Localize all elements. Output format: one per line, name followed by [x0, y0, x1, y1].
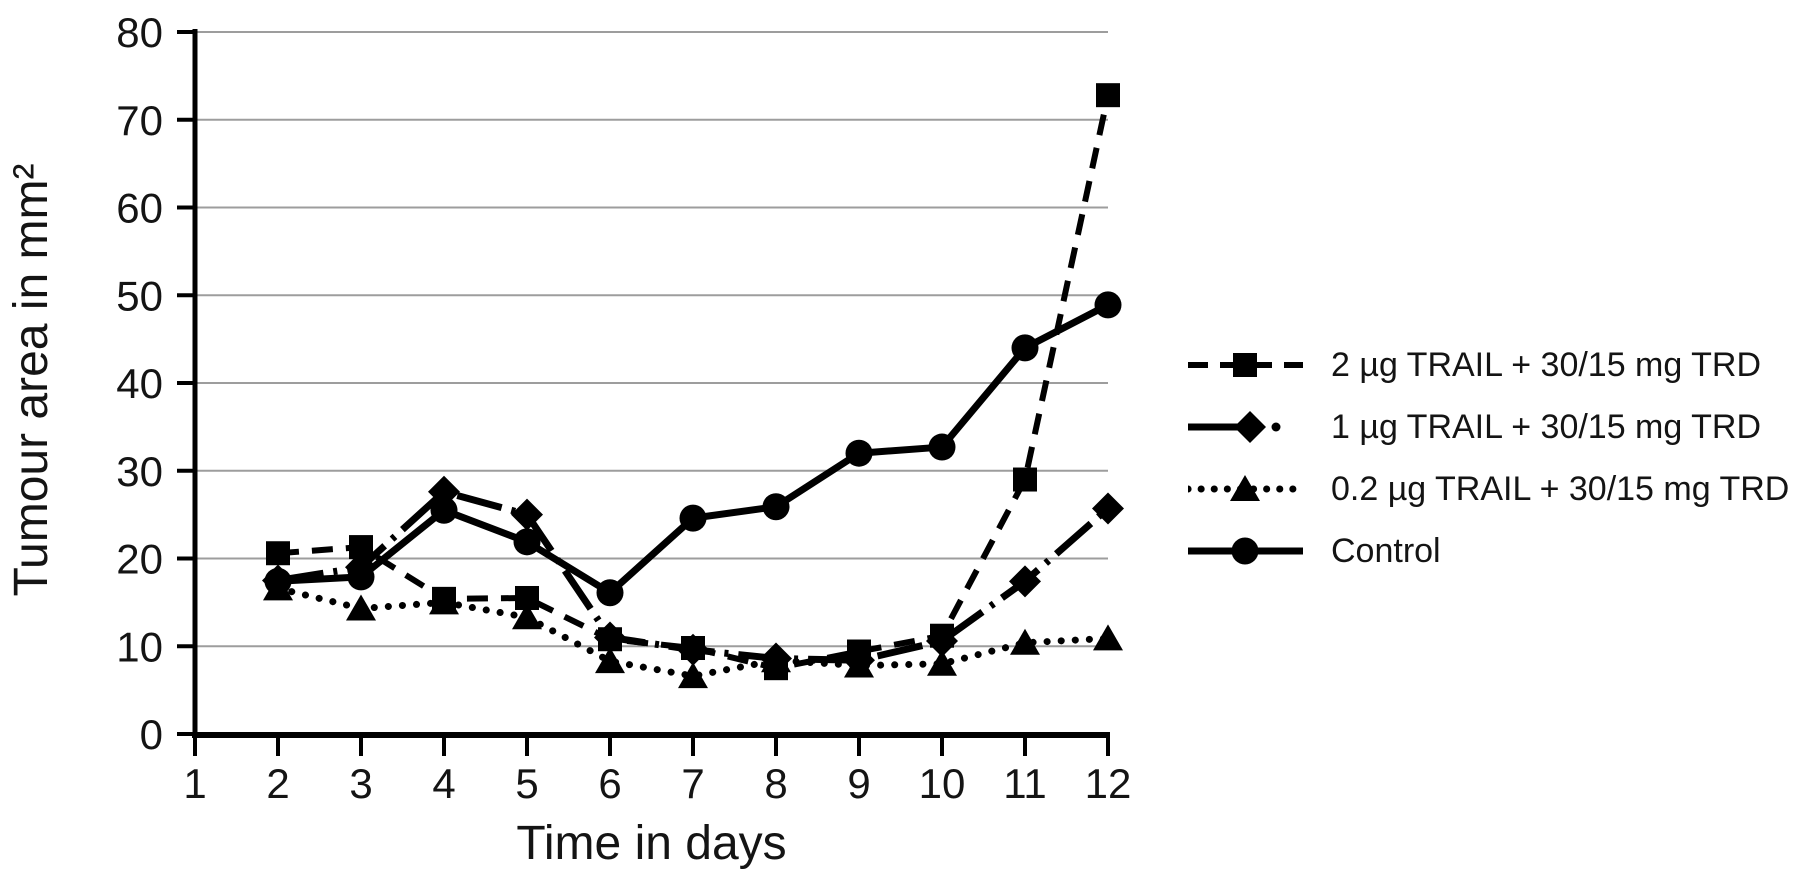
- x-tick-label-6: 6: [598, 760, 621, 807]
- series-line-02ug-trail-trd: [274, 584, 1112, 680]
- data-point-02ug-trail-trd-day-11: [1010, 628, 1040, 655]
- data-point-2ug-trail-trd-day-11: [1013, 467, 1037, 492]
- series-2ug-trail-trd: [266, 83, 1120, 681]
- legend-item-control: Control: [1188, 520, 1789, 582]
- legend-sample-diamond-dashdot: [1188, 411, 1281, 443]
- data-point-control-day-4: [430, 496, 458, 524]
- x-tick-label-9: 9: [847, 760, 870, 807]
- data-point-02ug-trail-trd-day-9: [844, 651, 874, 678]
- y-tick-label-60: 60: [116, 185, 163, 232]
- legend-marker-triangle: [1230, 475, 1260, 501]
- y-tick-label-20: 20: [116, 536, 163, 583]
- series-control: [264, 291, 1122, 607]
- series-line-2ug-trail-trd: [277, 94, 1111, 672]
- data-point-control-day-12: [1094, 291, 1122, 319]
- data-point-02ug-trail-trd-day-8: [761, 646, 791, 673]
- y-tick-label-80: 80: [116, 9, 163, 56]
- data-point-02ug-trail-trd-day-3: [346, 594, 376, 621]
- legend-label: 0.2 µg TRAIL + 30/15 mg TRD: [1331, 469, 1790, 508]
- y-tick-label-0: 0: [140, 711, 163, 758]
- data-point-1ug-trail-trd-day-7: [677, 633, 709, 666]
- x-tick-label-4: 4: [432, 760, 455, 807]
- data-point-control-day-11: [1011, 334, 1039, 362]
- data-point-02ug-trail-trd-day-12: [1093, 624, 1123, 651]
- legend-item-2ug-trail-trd: 2 µg TRAIL + 30/15 mg TRD: [1188, 334, 1789, 396]
- legend-sample-circle-solid: [1188, 537, 1303, 565]
- legend-sample-square-dashed: [1188, 353, 1303, 377]
- x-tick-label-8: 8: [764, 760, 787, 807]
- data-point-02ug-trail-trd-day-6: [595, 647, 625, 674]
- data-point-control-day-8: [762, 493, 790, 521]
- x-tick-label-10: 10: [919, 760, 966, 807]
- series-1ug-trail-trd: [262, 475, 1124, 677]
- legend-item-02ug-trail-trd: 0.2 µg TRAIL + 30/15 mg TRD: [1188, 458, 1789, 520]
- y-tick-label-30: 30: [116, 448, 163, 495]
- data-point-2ug-trail-trd-day-12: [1096, 83, 1120, 108]
- chart-legend: 2 µg TRAIL + 30/15 mg TRD 1 µg TRAIL + 30…: [1188, 334, 1789, 582]
- data-point-control-day-9: [845, 439, 873, 467]
- legend-marker-diamond: [1234, 411, 1266, 443]
- data-point-02ug-trail-trd-day-5: [512, 603, 542, 630]
- y-tick-label-40: 40: [116, 360, 163, 407]
- y-tick-label-70: 70: [116, 97, 163, 144]
- data-point-control-day-10: [928, 433, 956, 461]
- y-tick-label-10: 10: [116, 623, 163, 670]
- legend-marker-square: [1233, 353, 1257, 377]
- x-tick-label-12: 12: [1085, 760, 1132, 807]
- data-point-02ug-trail-trd-day-10: [927, 649, 957, 676]
- legend-sample-triangle-dotted: [1188, 475, 1303, 501]
- data-point-1ug-trail-trd-day-5: [511, 498, 543, 531]
- data-point-1ug-trail-trd-day-6: [594, 621, 626, 654]
- x-tick-label-1: 1: [183, 760, 206, 807]
- data-point-02ug-trail-trd-day-4: [429, 588, 459, 615]
- data-point-control-day-2: [264, 567, 292, 595]
- legend-label: 1 µg TRAIL + 30/15 mg TRD: [1331, 407, 1761, 446]
- x-tick-label-2: 2: [266, 760, 289, 807]
- data-point-2ug-trail-trd-day-2: [266, 541, 290, 566]
- data-point-1ug-trail-trd-day-11: [1009, 565, 1041, 598]
- data-point-control-day-6: [596, 579, 624, 607]
- x-tick-label-7: 7: [681, 760, 704, 807]
- legend-label: Control: [1331, 531, 1441, 570]
- x-axis-title: Time in days: [516, 817, 787, 870]
- data-point-1ug-trail-trd-day-12: [1092, 492, 1124, 525]
- x-tick-label-5: 5: [515, 760, 538, 807]
- legend-item-1ug-trail-trd: 1 µg TRAIL + 30/15 mg TRD: [1188, 396, 1789, 458]
- y-tick-label-50: 50: [116, 272, 163, 319]
- series-02ug-trail-trd: [263, 574, 1123, 689]
- series-line-control: [277, 301, 1110, 597]
- data-point-1ug-trail-trd-day-10: [926, 624, 958, 657]
- x-tick-label-11: 11: [1003, 760, 1047, 807]
- legend-marker-circle: [1231, 537, 1259, 565]
- data-point-control-day-3: [347, 563, 375, 591]
- data-point-02ug-trail-trd-day-7: [678, 662, 708, 689]
- legend-label: 2 µg TRAIL + 30/15 mg TRD: [1331, 345, 1761, 384]
- data-point-control-day-7: [679, 504, 707, 532]
- data-point-control-day-5: [513, 528, 541, 556]
- x-tick-label-3: 3: [349, 760, 372, 807]
